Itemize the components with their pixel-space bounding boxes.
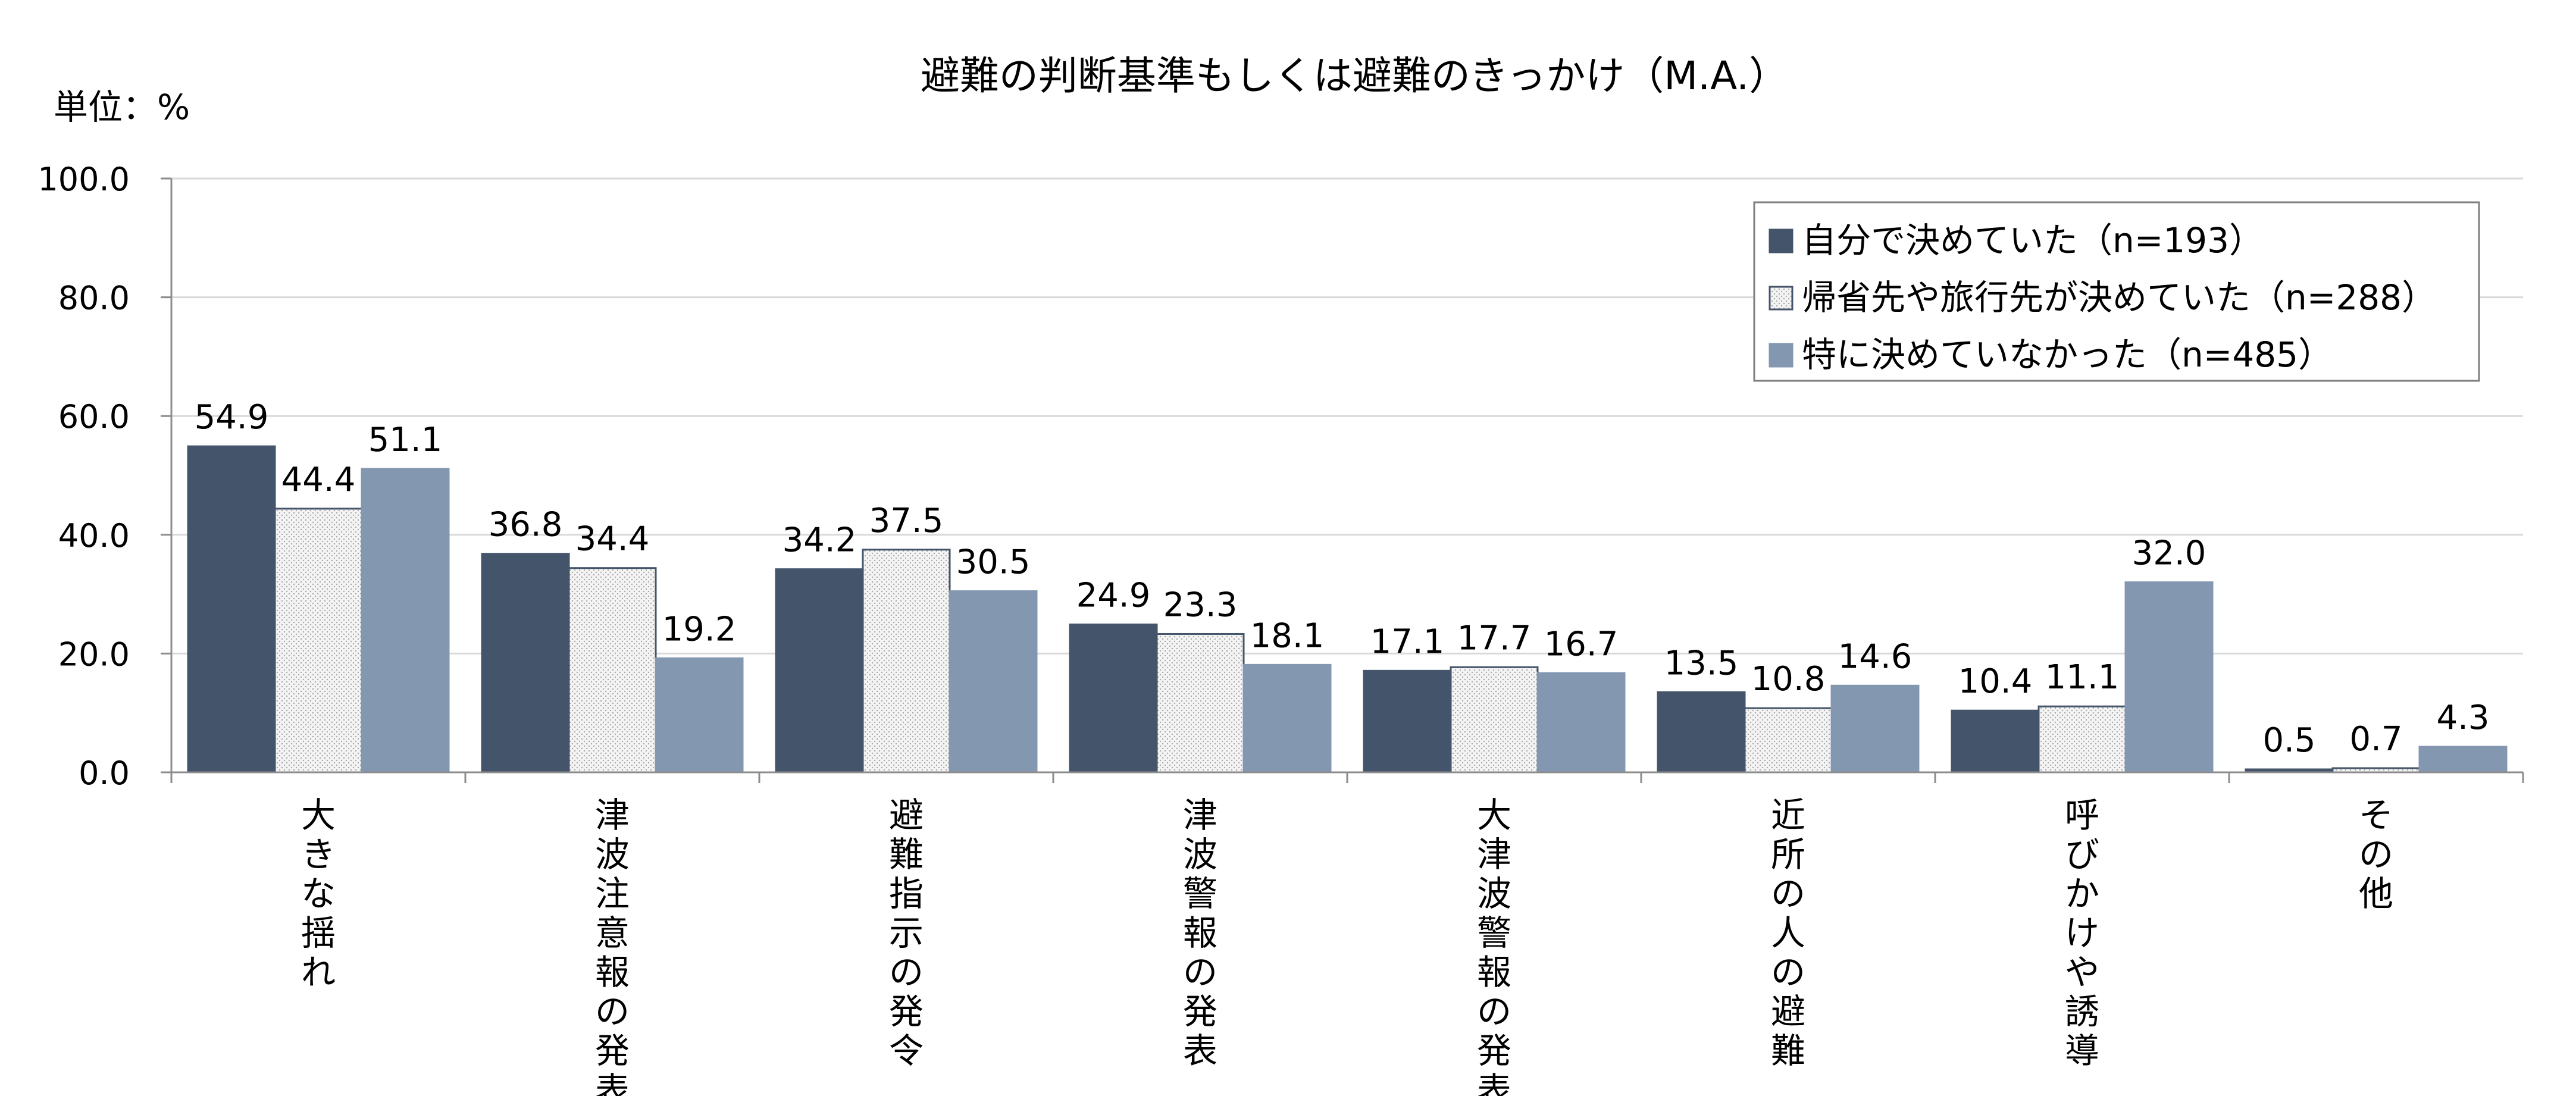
data-label: 17.7 <box>1457 619 1532 657</box>
bar-2-2 <box>568 567 657 774</box>
bar-2-5 <box>1450 666 1539 774</box>
category-label: 近所の人の避難 <box>1771 795 1805 1071</box>
data-label: 32.0 <box>2132 534 2206 573</box>
y-tick-label: 60.0 <box>58 398 130 436</box>
bar-1-5 <box>1363 669 1452 774</box>
legend-item-label: 帰省先や旅行先が決めていた（n=288） <box>1802 277 2436 318</box>
bar-1-2 <box>481 553 570 774</box>
category-label: 津波警報の発表 <box>1183 795 1217 1071</box>
bar-2-7 <box>2037 705 2127 774</box>
legend-box <box>1753 201 2480 382</box>
y-tick-label: 40.0 <box>58 517 130 555</box>
data-label: 19.2 <box>662 610 737 649</box>
data-label: 30.5 <box>956 543 1031 582</box>
data-label: 16.7 <box>1544 625 1619 663</box>
bar-2-3 <box>862 549 951 774</box>
data-label: 10.4 <box>1958 662 2033 701</box>
bar-3-7 <box>2124 581 2214 774</box>
data-label: 44.4 <box>281 461 356 499</box>
category-labels: 大きな揺れ 津波注意報の発表 避難指示の発令 津波警報の発表 大津波警報の発表 近所の人の… <box>301 795 2393 1096</box>
bar-2-1 <box>274 508 363 774</box>
data-label: 13.5 <box>1664 644 1739 682</box>
bar-1-6 <box>1657 691 1746 774</box>
data-labels: 54.9 44.4 51.1 36.8 34.4 19.2 34.2 37.5 30.5 24.9… <box>195 398 2490 760</box>
chart-title: 避難の判断基準もしくは避難のきっかけ（M.A.） <box>921 53 1788 99</box>
bar-3-1 <box>361 468 450 774</box>
bar-1-7 <box>1951 709 2040 774</box>
data-label: 11.1 <box>2045 658 2120 697</box>
bars <box>187 445 2508 774</box>
axes <box>170 179 2524 783</box>
y-tick-labels: 0.0 20.0 40.0 60.0 80.0 100.0 <box>37 161 171 792</box>
bar-3-4 <box>1242 663 1332 774</box>
data-label: 14.6 <box>1838 637 1913 676</box>
legend-swatch <box>1769 228 1794 253</box>
bar-1-3 <box>775 568 864 774</box>
legend-item-label: 特に決めていなかった（n=485） <box>1802 334 2333 375</box>
data-label: 17.1 <box>1370 622 1445 661</box>
bar-1-4 <box>1069 623 1158 774</box>
data-label: 0.5 <box>2262 721 2315 760</box>
data-label: 24.9 <box>1076 576 1151 615</box>
legend-swatch <box>1769 343 1794 368</box>
y-tick-label: 80.0 <box>58 280 130 317</box>
category-label: その他 <box>2359 795 2393 914</box>
bar-2-4 <box>1156 632 1245 774</box>
legend: 自分で決めていた（n=193） 帰省先や旅行先が決めていた（n=288） 特に決めて… <box>1753 201 2480 382</box>
unit-label: 単位：% <box>54 87 190 127</box>
bar-3-5 <box>1536 672 1626 774</box>
y-tick-label: 100.0 <box>37 161 130 198</box>
data-label: 34.2 <box>782 521 857 560</box>
data-label: 4.3 <box>2436 699 2489 737</box>
data-label: 36.8 <box>489 506 563 544</box>
y-tick-label: 20.0 <box>58 635 130 673</box>
category-label: 津波注意報の発表 <box>595 795 630 1096</box>
bar-2-6 <box>1744 707 1833 774</box>
legend-item-label: 自分で決めていた（n=193） <box>1802 220 2264 261</box>
category-label: 避難指示の発令 <box>889 795 924 1071</box>
data-label: 10.8 <box>1751 660 1826 699</box>
data-label: 37.5 <box>869 502 944 540</box>
data-label: 34.4 <box>575 520 650 559</box>
data-label: 23.3 <box>1163 585 1238 624</box>
data-label: 18.1 <box>1250 616 1325 655</box>
data-label: 54.9 <box>195 398 269 437</box>
y-tick-label: 0.0 <box>79 754 130 792</box>
data-label: 0.7 <box>2349 720 2402 759</box>
bar-3-8 <box>2418 746 2508 774</box>
category-label: 大津波警報の発表 <box>1477 795 1511 1096</box>
bar-3-2 <box>655 657 744 774</box>
bar-3-6 <box>1830 684 1920 774</box>
category-label: 呼びかけや誘導 <box>2065 795 2099 1071</box>
legend-swatch <box>1769 286 1794 311</box>
bar-1-1 <box>187 445 276 774</box>
data-label: 51.1 <box>368 421 443 459</box>
category-label: 大きな揺れ <box>301 795 336 992</box>
bar-3-3 <box>949 590 1038 774</box>
